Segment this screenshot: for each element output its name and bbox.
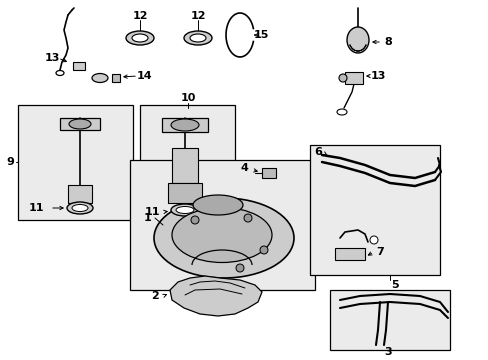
Ellipse shape: [183, 31, 212, 45]
Bar: [60, 118, 100, 130]
Text: 10: 10: [180, 93, 195, 103]
Bar: [309, 145, 439, 275]
Text: 4: 4: [240, 163, 247, 173]
Bar: [162, 118, 207, 132]
Text: 15: 15: [253, 30, 268, 40]
Text: 1: 1: [144, 213, 152, 223]
Text: 5: 5: [390, 280, 398, 290]
Text: 12: 12: [132, 11, 147, 21]
Text: 7: 7: [375, 247, 383, 257]
Text: 12: 12: [190, 11, 205, 21]
Ellipse shape: [193, 195, 243, 215]
Ellipse shape: [92, 73, 108, 82]
Ellipse shape: [69, 119, 91, 129]
Circle shape: [260, 246, 267, 254]
Ellipse shape: [190, 34, 205, 42]
Ellipse shape: [171, 119, 199, 131]
Ellipse shape: [126, 31, 154, 45]
Bar: [334, 248, 364, 260]
Bar: [140, 105, 235, 220]
Text: 13: 13: [44, 53, 60, 63]
Text: 2: 2: [151, 291, 159, 301]
Ellipse shape: [338, 74, 346, 82]
Bar: [172, 148, 198, 183]
Circle shape: [244, 214, 251, 222]
Bar: [345, 72, 362, 84]
Bar: [73, 62, 85, 70]
Bar: [18, 105, 133, 220]
Text: 13: 13: [369, 71, 385, 81]
Ellipse shape: [172, 207, 271, 262]
Circle shape: [191, 216, 199, 224]
Ellipse shape: [67, 202, 93, 214]
Text: 9: 9: [6, 157, 14, 167]
Bar: [168, 183, 202, 203]
Text: 6: 6: [313, 147, 321, 157]
Ellipse shape: [154, 198, 293, 278]
Bar: [130, 160, 314, 290]
Bar: [262, 168, 275, 178]
Bar: [112, 74, 120, 82]
Ellipse shape: [176, 207, 194, 213]
Ellipse shape: [346, 27, 368, 53]
Ellipse shape: [132, 34, 148, 42]
Text: 11: 11: [144, 207, 160, 217]
Ellipse shape: [336, 109, 346, 115]
Circle shape: [369, 236, 377, 244]
Circle shape: [236, 264, 244, 272]
Text: 8: 8: [384, 37, 391, 47]
Polygon shape: [170, 276, 262, 316]
Ellipse shape: [56, 71, 64, 76]
Text: 11: 11: [28, 203, 43, 213]
Text: 3: 3: [384, 347, 391, 357]
Bar: [68, 185, 92, 203]
Text: 14: 14: [137, 71, 153, 81]
Ellipse shape: [72, 204, 88, 212]
Ellipse shape: [171, 204, 199, 216]
Bar: [329, 290, 449, 350]
